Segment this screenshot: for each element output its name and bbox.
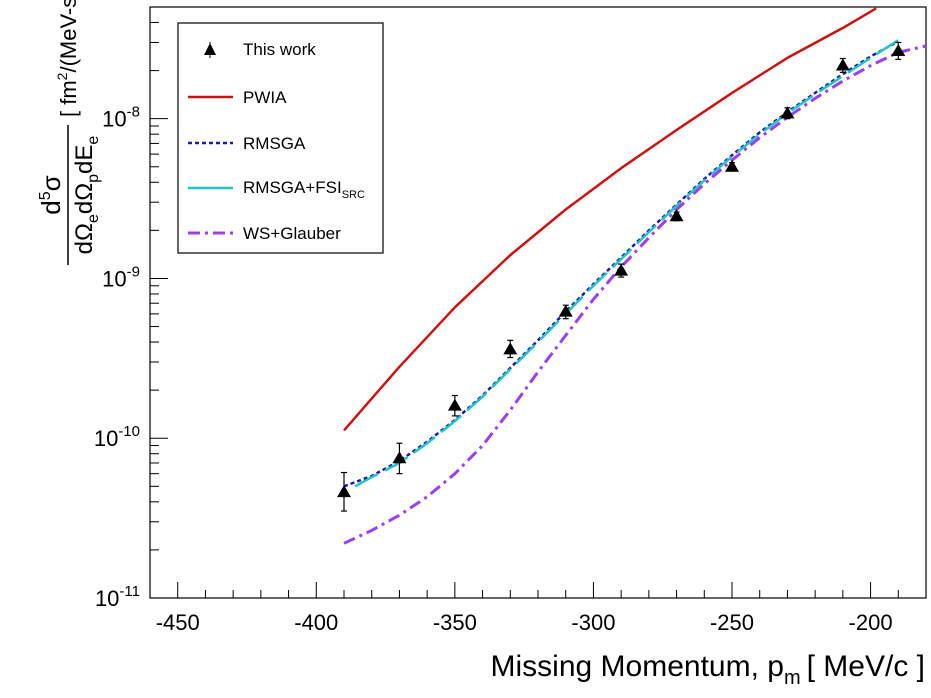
y-tick-label: 10-10 xyxy=(94,423,140,451)
triangle-marker xyxy=(337,485,351,498)
legend-label-pwia: PWIA xyxy=(243,88,287,107)
y-axis-denominator: dΩedΩpdEe xyxy=(71,136,102,255)
y-axis-title: d5σ dΩedΩpdEe [ fm2/(MeV-sr2) ] xyxy=(36,0,102,265)
data-point xyxy=(891,41,906,60)
legend-item-rmsga: RMSGA xyxy=(188,134,306,153)
data-point xyxy=(337,471,351,512)
x-tick-label: -300 xyxy=(571,610,615,635)
data-point xyxy=(669,209,684,222)
x-tick-labels: -450 -400 -350 -300 -250 -200 xyxy=(156,610,893,635)
x-axis-title-main: Missing Momentum, p xyxy=(491,650,784,683)
axis-ticks xyxy=(149,6,927,599)
legend-item-rmsga-fsi: RMSGA+FSISRC xyxy=(188,178,365,201)
x-tick-label: -250 xyxy=(710,610,754,635)
data-point xyxy=(725,159,739,172)
triangle-marker xyxy=(891,44,906,57)
data-points xyxy=(337,41,906,512)
data-point xyxy=(614,263,629,278)
data-point xyxy=(447,394,462,417)
y-tick-label: 10-11 xyxy=(95,583,140,611)
legend-item-pwia: PWIA xyxy=(188,88,287,107)
legend-label-this-work: This work xyxy=(243,40,316,59)
data-point xyxy=(392,442,407,475)
x-axis-title-sub: m xyxy=(784,667,801,689)
triangle-marker xyxy=(725,159,739,172)
series-line-rmsga xyxy=(343,40,899,488)
triangle-marker xyxy=(614,263,629,276)
legend-label-rmsga: RMSGA xyxy=(243,134,306,153)
legend-marker-triangle xyxy=(204,43,216,55)
y-tick-labels: 10-11 10-10 10-9 10-8 xyxy=(94,104,140,611)
triangle-marker xyxy=(503,342,518,355)
data-point xyxy=(780,106,795,120)
y-axis-unit: [ fm2/(MeV-sr2) ] xyxy=(54,0,81,117)
data-point xyxy=(835,57,850,73)
triangle-marker xyxy=(392,451,407,464)
triangle-marker xyxy=(669,209,684,222)
y-tick-label: 10-9 xyxy=(102,263,140,291)
triangle-marker xyxy=(447,398,462,411)
x-tick-label: -350 xyxy=(433,610,477,635)
x-tick-label: -400 xyxy=(294,610,338,635)
legend-box xyxy=(177,22,384,254)
x-axis-title-unit: [ MeV/c ] xyxy=(807,650,925,683)
triangle-marker xyxy=(780,106,795,119)
triangle-marker xyxy=(558,304,573,317)
series-line-rmsga-fsi xyxy=(354,39,899,488)
legend-item-this-work: This work xyxy=(204,40,316,59)
x-axis-title: Missing Momentum, pm [ MeV/c ] xyxy=(491,650,925,689)
x-tick-label: -200 xyxy=(849,610,893,635)
x-tick-label: -450 xyxy=(156,610,200,635)
data-point xyxy=(558,304,573,320)
legend-item-ws-glauber: WS+Glauber xyxy=(188,224,341,243)
legend-label-ws-glauber: WS+Glauber xyxy=(243,224,341,243)
legend: This work PWIA RMSGA RMSGA+FSISRC WS+Gla… xyxy=(177,22,384,254)
data-point xyxy=(503,339,518,359)
triangle-marker xyxy=(835,58,850,71)
legend-label-rmsga-fsi: RMSGA+FSISRC xyxy=(243,178,365,201)
y-axis-numerator: d5σ xyxy=(36,175,66,214)
series-line-ws-glauber xyxy=(343,44,926,545)
model-curves xyxy=(343,7,926,545)
series-line-pwia xyxy=(343,7,877,432)
y-tick-label: 10-8 xyxy=(102,104,140,132)
